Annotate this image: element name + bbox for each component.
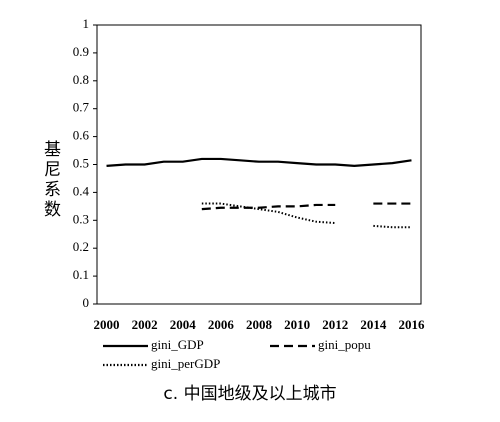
y-tick-label: 0.4 [73, 183, 90, 198]
y-axis-label: 基尼系数 [40, 140, 61, 220]
legend-label: gini_GDP [151, 337, 204, 352]
y-tick-label: 0.9 [73, 44, 89, 59]
x-tick-label: 2014 [360, 317, 387, 332]
x-tick-label: 2000 [94, 317, 120, 332]
x-tick-label: 2010 [284, 317, 310, 332]
y-tick-label: 0.1 [73, 267, 89, 282]
x-tick-label: 2002 [132, 317, 158, 332]
x-tick-label: 2012 [322, 317, 348, 332]
y-tick-label: 1 [83, 16, 90, 31]
line-series [201, 202, 412, 211]
y-tick-label: 0.8 [73, 72, 89, 87]
legend-label: gini_popu [318, 337, 371, 352]
line-series [201, 202, 412, 229]
y-tick-label: 0.6 [73, 128, 90, 143]
x-tick-label: 2016 [398, 317, 425, 332]
chart-title: c. 中国地级及以上城市 [163, 384, 336, 404]
y-tick-label: 0.5 [73, 155, 89, 170]
y-tick-label: 0.2 [73, 239, 89, 254]
y-tick-label: 0 [83, 295, 90, 310]
legend-label: gini_perGDP [151, 356, 220, 371]
y-tick-label: 0.3 [73, 211, 89, 226]
x-tick-label: 2006 [208, 317, 235, 332]
y-tick-label: 0.7 [73, 100, 90, 115]
x-tick-label: 2008 [246, 317, 273, 332]
line-series [106, 157, 412, 167]
x-tick-label: 2004 [170, 317, 197, 332]
